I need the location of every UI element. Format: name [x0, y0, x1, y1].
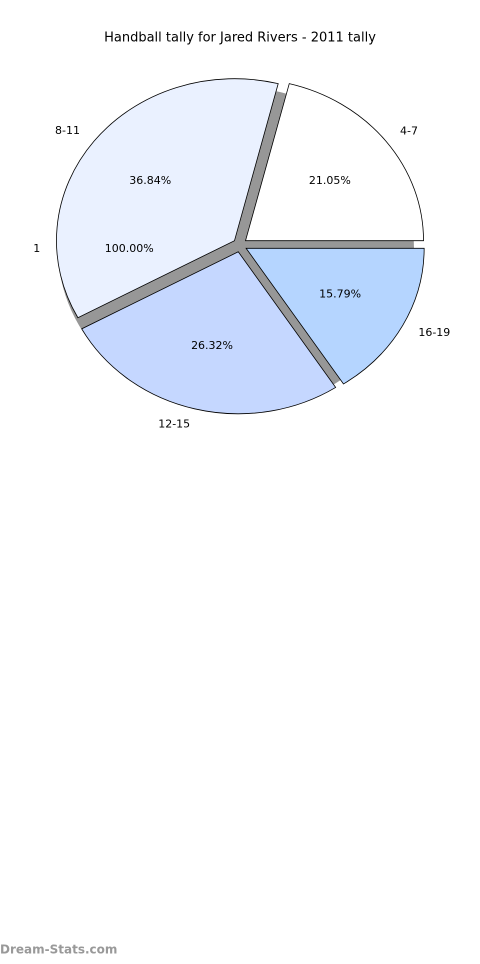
- percent-label: 100.00%: [105, 242, 154, 255]
- chart-title: Handball tally for Jared Rivers - 2011 t…: [104, 31, 376, 46]
- pie-slice: [81, 251, 337, 415]
- footer: Dream-Stats.com: [0, 943, 117, 957]
- label-layer: 4-7 21.05% 8-11 36.84% 12-15 26.32% 16-19 15.79…: [33, 124, 450, 430]
- percent-label: 21.05%: [309, 174, 351, 187]
- slice-label: 8-11: [55, 124, 80, 137]
- pie-slice: [56, 78, 279, 319]
- pie-slice: [244, 83, 424, 242]
- slice-label: 16-19: [418, 326, 450, 339]
- percent-label: 36.84%: [129, 174, 171, 187]
- slice-label: 4-7: [400, 124, 418, 137]
- percent-label: 15.79%: [319, 288, 361, 301]
- slice-label: 1: [33, 242, 40, 255]
- pie-layer: [56, 78, 425, 415]
- pie-slice: [245, 247, 425, 385]
- percent-label: 26.32%: [191, 339, 233, 352]
- slice-label: 12-15: [158, 418, 190, 431]
